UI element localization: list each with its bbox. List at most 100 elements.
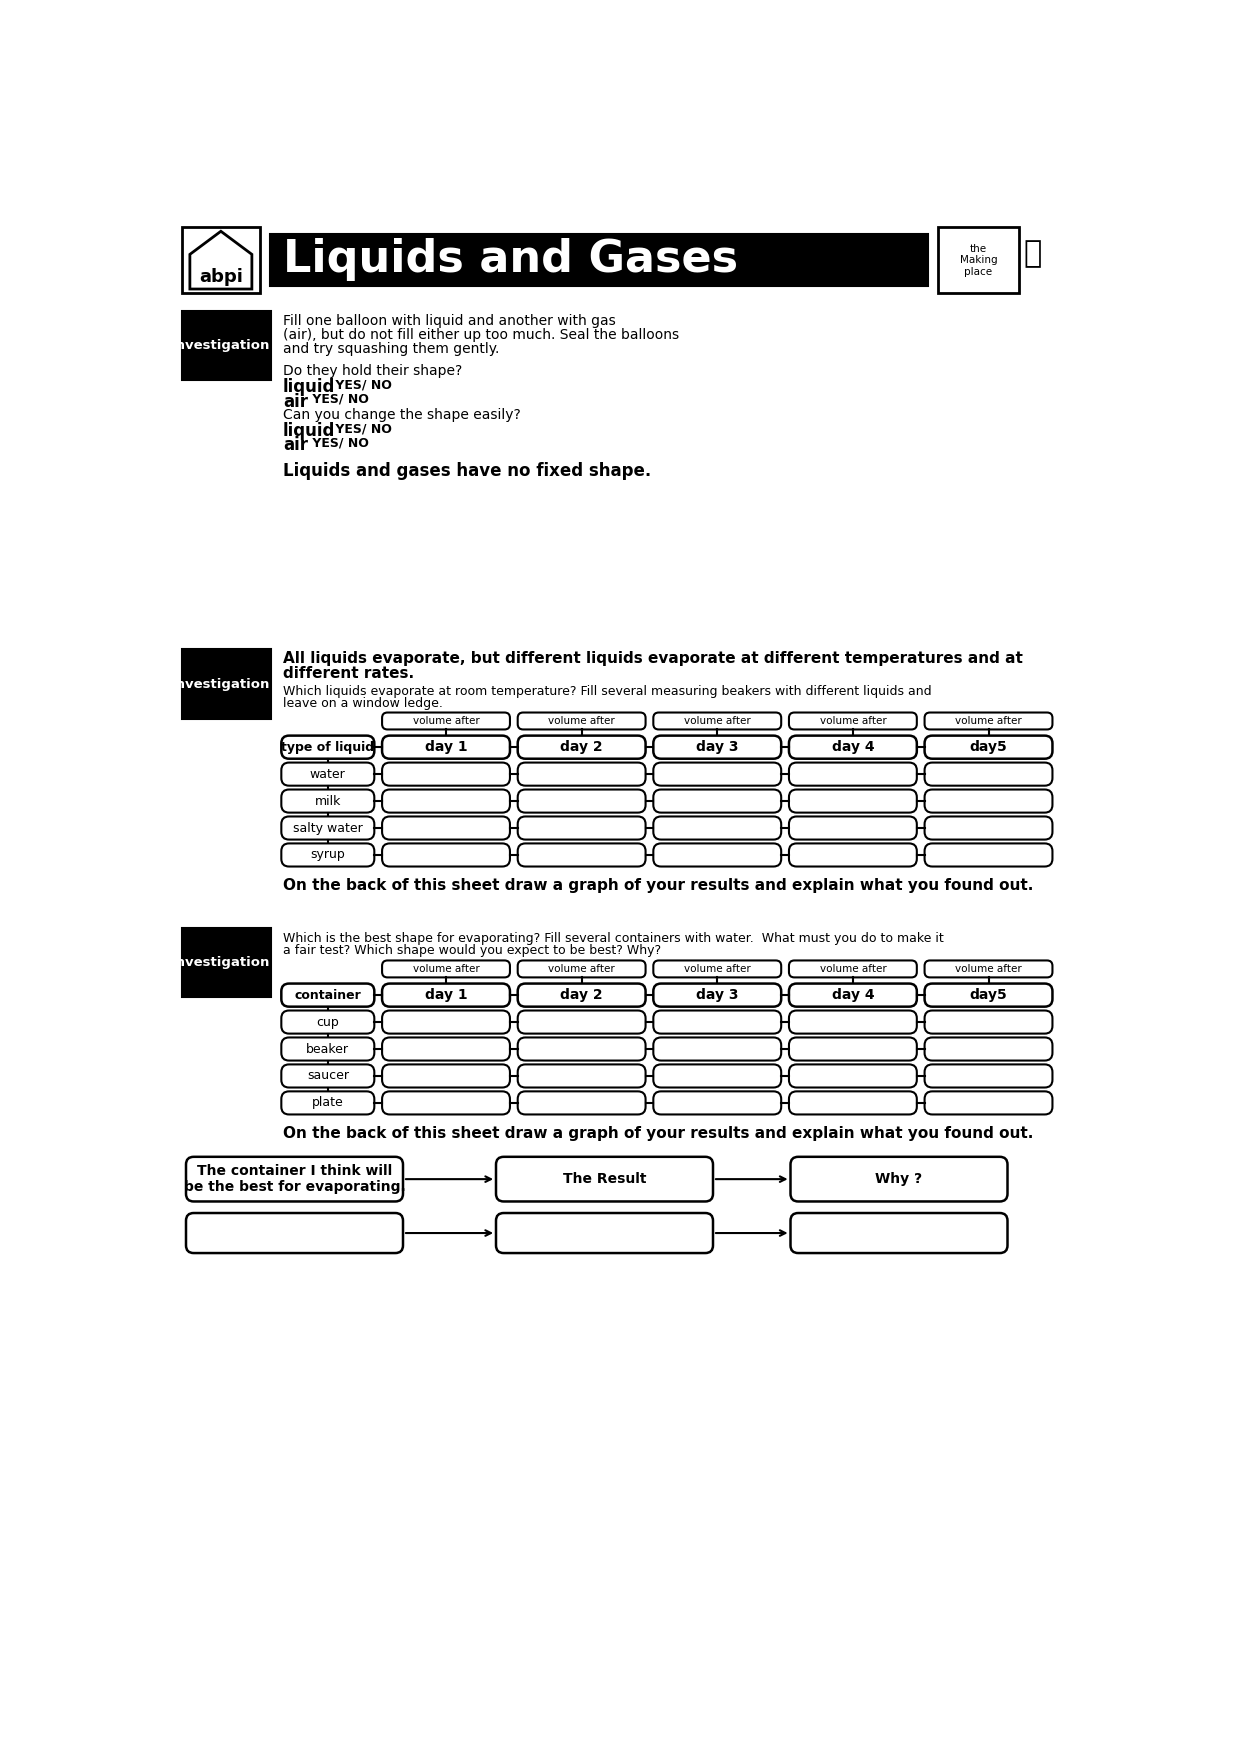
FancyBboxPatch shape: [382, 1037, 510, 1061]
Text: saucer: saucer: [306, 1070, 348, 1082]
Text: volume after: volume after: [548, 965, 615, 973]
FancyBboxPatch shape: [382, 1091, 510, 1114]
Text: investigation 3: investigation 3: [171, 956, 283, 970]
FancyBboxPatch shape: [382, 984, 510, 1007]
FancyBboxPatch shape: [789, 961, 916, 977]
FancyBboxPatch shape: [518, 816, 646, 840]
Text: YES/ NO: YES/ NO: [308, 393, 368, 405]
FancyBboxPatch shape: [925, 984, 1053, 1007]
FancyBboxPatch shape: [791, 1214, 1007, 1252]
FancyBboxPatch shape: [925, 1091, 1053, 1114]
FancyBboxPatch shape: [281, 789, 374, 812]
Text: On the back of this sheet draw a graph of your results and explain what you foun: On the back of this sheet draw a graph o…: [283, 879, 1033, 893]
Text: the
Making
place: the Making place: [960, 244, 997, 277]
Text: a fair test? Which shape would you expect to be best? Why?: a fair test? Which shape would you expec…: [283, 944, 661, 956]
Text: investigation 2: investigation 2: [171, 677, 283, 691]
Text: and try squashing them gently.: and try squashing them gently.: [283, 342, 500, 356]
FancyBboxPatch shape: [382, 735, 510, 759]
FancyBboxPatch shape: [789, 712, 916, 730]
Text: day5: day5: [970, 740, 1007, 754]
Text: investigation 1: investigation 1: [171, 339, 283, 353]
Text: On the back of this sheet draw a graph of your results and explain what you foun: On the back of this sheet draw a graph o…: [283, 1126, 1033, 1142]
FancyBboxPatch shape: [281, 844, 374, 866]
Text: Why ?: Why ?: [875, 1172, 923, 1186]
Text: day 1: day 1: [424, 740, 467, 754]
Text: salty water: salty water: [293, 821, 363, 835]
FancyBboxPatch shape: [281, 1037, 374, 1061]
FancyBboxPatch shape: [281, 1091, 374, 1114]
Text: liquid: liquid: [283, 379, 335, 396]
Text: Liquids and gases have no fixed shape.: Liquids and gases have no fixed shape.: [283, 463, 651, 481]
FancyBboxPatch shape: [925, 712, 1053, 730]
Text: All liquids evaporate, but different liquids evaporate at different temperatures: All liquids evaporate, but different liq…: [283, 651, 1023, 667]
Bar: [182, 649, 272, 719]
FancyBboxPatch shape: [653, 984, 781, 1007]
Text: milk: milk: [315, 795, 341, 807]
Text: Fill one balloon with liquid and another with gas: Fill one balloon with liquid and another…: [283, 314, 615, 328]
Text: volume after: volume after: [820, 716, 887, 726]
Text: The Result: The Result: [563, 1172, 646, 1186]
FancyBboxPatch shape: [518, 789, 646, 812]
FancyBboxPatch shape: [653, 961, 781, 977]
FancyBboxPatch shape: [281, 984, 374, 1007]
Text: day 4: day 4: [832, 988, 874, 1002]
FancyBboxPatch shape: [789, 844, 916, 866]
Text: container: container: [294, 989, 361, 1002]
FancyBboxPatch shape: [789, 1010, 916, 1033]
Text: YES/ NO: YES/ NO: [331, 379, 392, 391]
FancyBboxPatch shape: [382, 1010, 510, 1033]
FancyBboxPatch shape: [653, 789, 781, 812]
FancyBboxPatch shape: [281, 1010, 374, 1033]
FancyBboxPatch shape: [653, 816, 781, 840]
Bar: [182, 928, 272, 998]
FancyBboxPatch shape: [653, 712, 781, 730]
Text: Can you change the shape easily?: Can you change the shape easily?: [283, 409, 521, 423]
Text: volume after: volume after: [413, 716, 480, 726]
Bar: [270, 233, 929, 286]
FancyBboxPatch shape: [789, 1091, 916, 1114]
FancyBboxPatch shape: [382, 789, 510, 812]
Bar: [937, 228, 1019, 293]
FancyBboxPatch shape: [281, 763, 374, 786]
FancyBboxPatch shape: [653, 1010, 781, 1033]
Text: cup: cup: [316, 1016, 340, 1028]
FancyBboxPatch shape: [789, 816, 916, 840]
FancyBboxPatch shape: [382, 763, 510, 786]
FancyBboxPatch shape: [789, 789, 916, 812]
FancyBboxPatch shape: [925, 735, 1053, 759]
Text: volume after: volume after: [548, 716, 615, 726]
FancyBboxPatch shape: [925, 844, 1053, 866]
FancyBboxPatch shape: [382, 816, 510, 840]
Text: 🦤: 🦤: [1024, 239, 1042, 268]
Text: abpi: abpi: [198, 268, 243, 286]
FancyBboxPatch shape: [925, 763, 1053, 786]
Text: day 3: day 3: [696, 740, 739, 754]
FancyBboxPatch shape: [496, 1214, 713, 1252]
Text: day 3: day 3: [696, 988, 739, 1002]
Text: day5: day5: [970, 988, 1007, 1002]
Text: (air), but do not fill either up too much. Seal the balloons: (air), but do not fill either up too muc…: [283, 328, 680, 342]
Text: day 4: day 4: [832, 740, 874, 754]
Text: Which is the best shape for evaporating? Fill several containers with water.  Wh: Which is the best shape for evaporating?…: [283, 931, 944, 945]
FancyBboxPatch shape: [789, 763, 916, 786]
FancyBboxPatch shape: [925, 1010, 1053, 1033]
FancyBboxPatch shape: [789, 1065, 916, 1087]
Bar: [182, 228, 259, 293]
FancyBboxPatch shape: [518, 763, 646, 786]
FancyBboxPatch shape: [653, 1065, 781, 1087]
Text: The container I think will
be the best for evaporating.: The container I think will be the best f…: [184, 1165, 405, 1194]
FancyBboxPatch shape: [791, 1158, 1007, 1201]
FancyBboxPatch shape: [653, 763, 781, 786]
Text: YES/ NO: YES/ NO: [331, 423, 392, 435]
FancyBboxPatch shape: [281, 735, 374, 759]
FancyBboxPatch shape: [518, 1037, 646, 1061]
FancyBboxPatch shape: [925, 816, 1053, 840]
FancyBboxPatch shape: [518, 961, 646, 977]
FancyBboxPatch shape: [382, 712, 510, 730]
Text: day 2: day 2: [560, 740, 603, 754]
FancyBboxPatch shape: [789, 984, 916, 1007]
Text: air: air: [283, 393, 308, 410]
Text: volume after: volume after: [820, 965, 887, 973]
Text: leave on a window ledge.: leave on a window ledge.: [283, 696, 443, 710]
Text: type of liquid: type of liquid: [281, 740, 374, 754]
